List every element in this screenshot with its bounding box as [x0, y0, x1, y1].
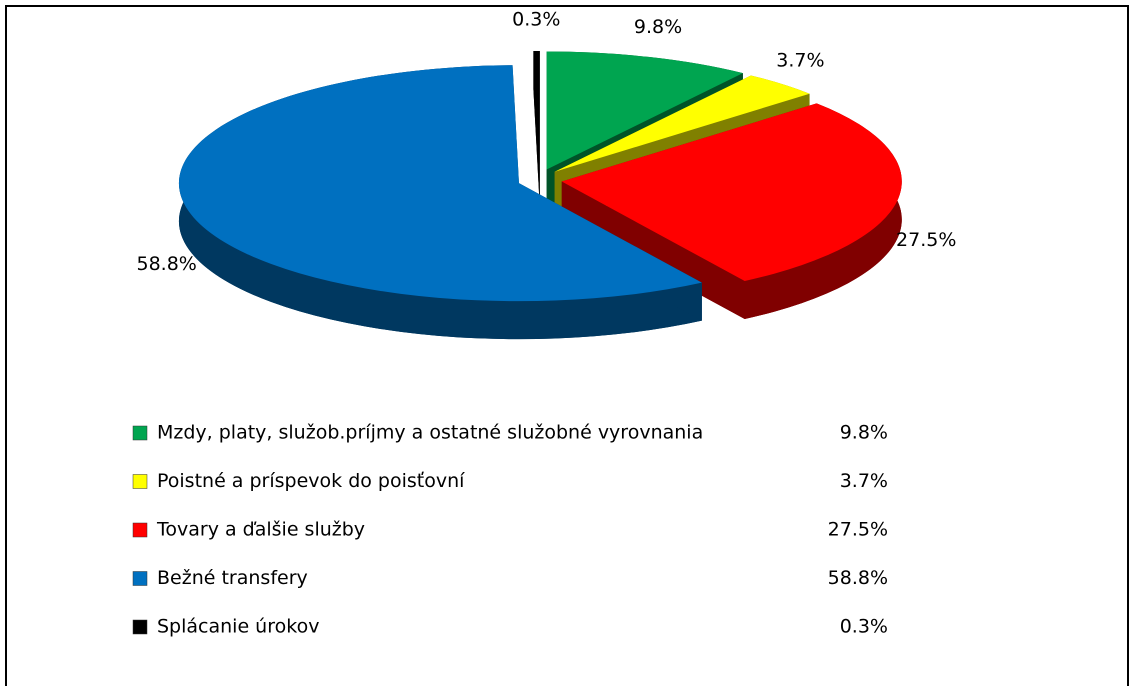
legend-value: 9.8% — [840, 422, 888, 444]
slice — [178, 65, 702, 302]
legend-marker — [132, 522, 148, 538]
legend-label: Mzdy, platy, služob.príjmy a ostatné slu… — [157, 422, 703, 444]
data-label: 9.8% — [634, 16, 682, 38]
legend-value: 58.8% — [828, 567, 888, 589]
legend-marker — [132, 425, 148, 441]
legend-marker — [132, 571, 148, 586]
data-label: 0.3% — [512, 9, 560, 31]
data-label: 58.8% — [136, 253, 196, 275]
data-label: 3.7% — [776, 49, 824, 71]
legend-value: 27.5% — [828, 519, 888, 541]
slice-side — [178, 65, 702, 340]
slice — [546, 51, 743, 170]
legend-label: Poistné a príspevok do poisťovní — [157, 470, 465, 492]
legend-marker — [132, 474, 148, 489]
legend-label: Splácanie úrokov — [157, 616, 319, 638]
legend-marker — [132, 619, 148, 635]
data-label: 27.5% — [896, 229, 956, 251]
legend-value: 3.7% — [840, 470, 888, 492]
slice-side — [533, 51, 540, 208]
legend-label: Tovary a ďalšie služby — [156, 519, 365, 541]
legend-label: Bežné transfery — [157, 567, 308, 589]
legend-value: 0.3% — [840, 616, 888, 638]
slice — [561, 103, 902, 281]
slice — [533, 51, 540, 170]
slice — [554, 75, 810, 172]
